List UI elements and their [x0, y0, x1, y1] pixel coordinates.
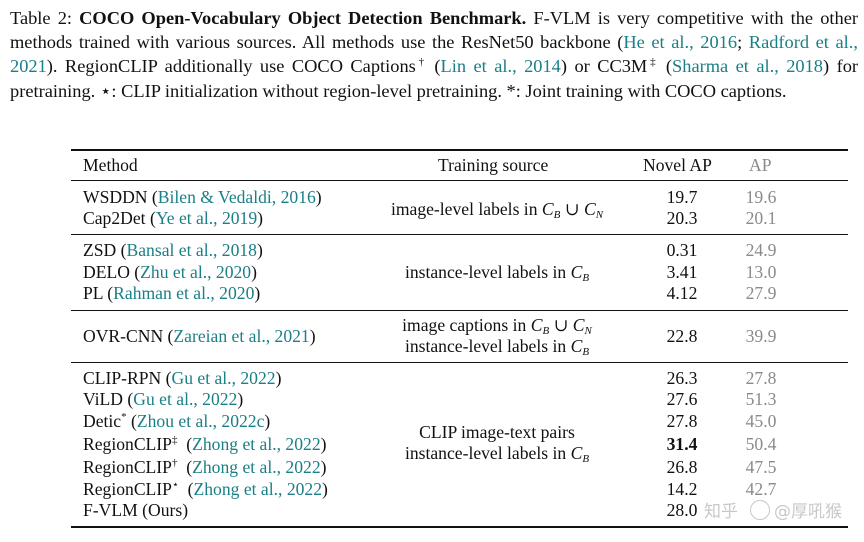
source-cell: image-level labels in CB ∪ CN [390, 199, 604, 221]
table-row: RegionCLIP⋆ (Zhong et al., 2022) [83, 479, 328, 499]
novel-ap-cell: 14.2 [666, 479, 698, 499]
header-source: Training source [438, 155, 549, 175]
user-icon [750, 500, 770, 520]
table-row: RegionCLIP† (Zhong et al., 2022) [83, 457, 327, 477]
table-row: PL (Rahman et al., 2020) [83, 283, 261, 303]
table-row: ViLD (Gu et al., 2022) [83, 389, 244, 409]
table-row: RegionCLIP‡ (Zhong et al., 2022) [83, 434, 327, 454]
novel-ap-cell: 20.3 [666, 208, 698, 228]
novel-ap-cell: 4.12 [666, 283, 698, 303]
header-method: Method [83, 155, 138, 175]
ap-cell: 51.3 [745, 389, 777, 409]
novel-ap-cell-best: 31.4 [666, 434, 698, 454]
ap-cell: 39.9 [745, 326, 777, 346]
source-cell: CLIP image-text pairs [419, 422, 575, 442]
novel-ap-cell: 26.3 [666, 368, 698, 388]
table-row: OVR-CNN (Zareian et al., 2021) [83, 326, 316, 346]
novel-ap-cell: 27.6 [666, 389, 698, 409]
cite-link[interactable]: He et al., 2016 [623, 32, 738, 53]
ap-cell: 47.5 [745, 457, 777, 477]
source-cell: instance-level labels in CB [404, 336, 590, 358]
ap-cell: 27.8 [745, 368, 777, 388]
header-novel-ap: Novel AP [643, 155, 712, 175]
group-rule [71, 310, 848, 311]
novel-ap-cell: 27.8 [666, 411, 698, 431]
ap-cell: 19.6 [745, 187, 777, 207]
novel-ap-cell: 19.7 [666, 187, 698, 207]
source-cell: image captions in CB ∪ CN [402, 315, 592, 337]
header-ap: AP [749, 155, 772, 175]
ap-cell: 42.7 [745, 479, 777, 499]
table-row: Cap2Det (Ye et al., 2019) [83, 208, 263, 228]
table-caption: Table 2: COCO Open-Vocabulary Object Det… [10, 8, 859, 101]
bottom-rule [71, 526, 848, 528]
novel-ap-cell: 26.8 [666, 457, 698, 477]
table-row: WSDDN (Bilen & Vedaldi, 2016) [83, 187, 322, 207]
group-rule [71, 362, 848, 363]
ap-cell: 27.9 [745, 283, 777, 303]
cite-link[interactable]: Lin et al., 2014 [440, 56, 561, 77]
caption-title: COCO Open-Vocabulary Object Detection Be… [79, 8, 527, 28]
novel-ap-cell: 28.0 [666, 500, 698, 520]
group-rule [71, 234, 848, 235]
header-rule [71, 180, 848, 181]
novel-ap-cell: 22.8 [666, 326, 698, 346]
ap-cell: 20.1 [745, 208, 777, 228]
table-row: ZSD (Bansal et al., 2018) [83, 240, 263, 260]
ap-cell: 24.9 [745, 240, 777, 260]
top-rule [71, 149, 848, 151]
novel-ap-cell: 0.31 [666, 240, 698, 260]
ap-cell: 45.0 [745, 411, 777, 431]
source-cell: instance-level labels in CB [404, 443, 590, 465]
cite-link[interactable]: Sharma et al., 2018 [672, 56, 824, 77]
table-row: Detic* (Zhou et al., 2022c) [83, 411, 271, 431]
table-row: F-VLM (Ours) [83, 500, 189, 520]
novel-ap-cell: 3.41 [666, 262, 698, 282]
table-row: DELO (Zhu et al., 2020) [83, 262, 257, 282]
table-row: CLIP-RPN (Gu et al., 2022) [83, 368, 282, 388]
source-cell: instance-level labels in CB [404, 262, 590, 284]
ap-cell: 13.0 [745, 262, 777, 282]
cite-link[interactable]: Radford et al., 2021 [10, 32, 858, 77]
ap-cell: 50.4 [745, 434, 777, 454]
watermark: 知乎 @厚吼猴 [704, 500, 842, 522]
